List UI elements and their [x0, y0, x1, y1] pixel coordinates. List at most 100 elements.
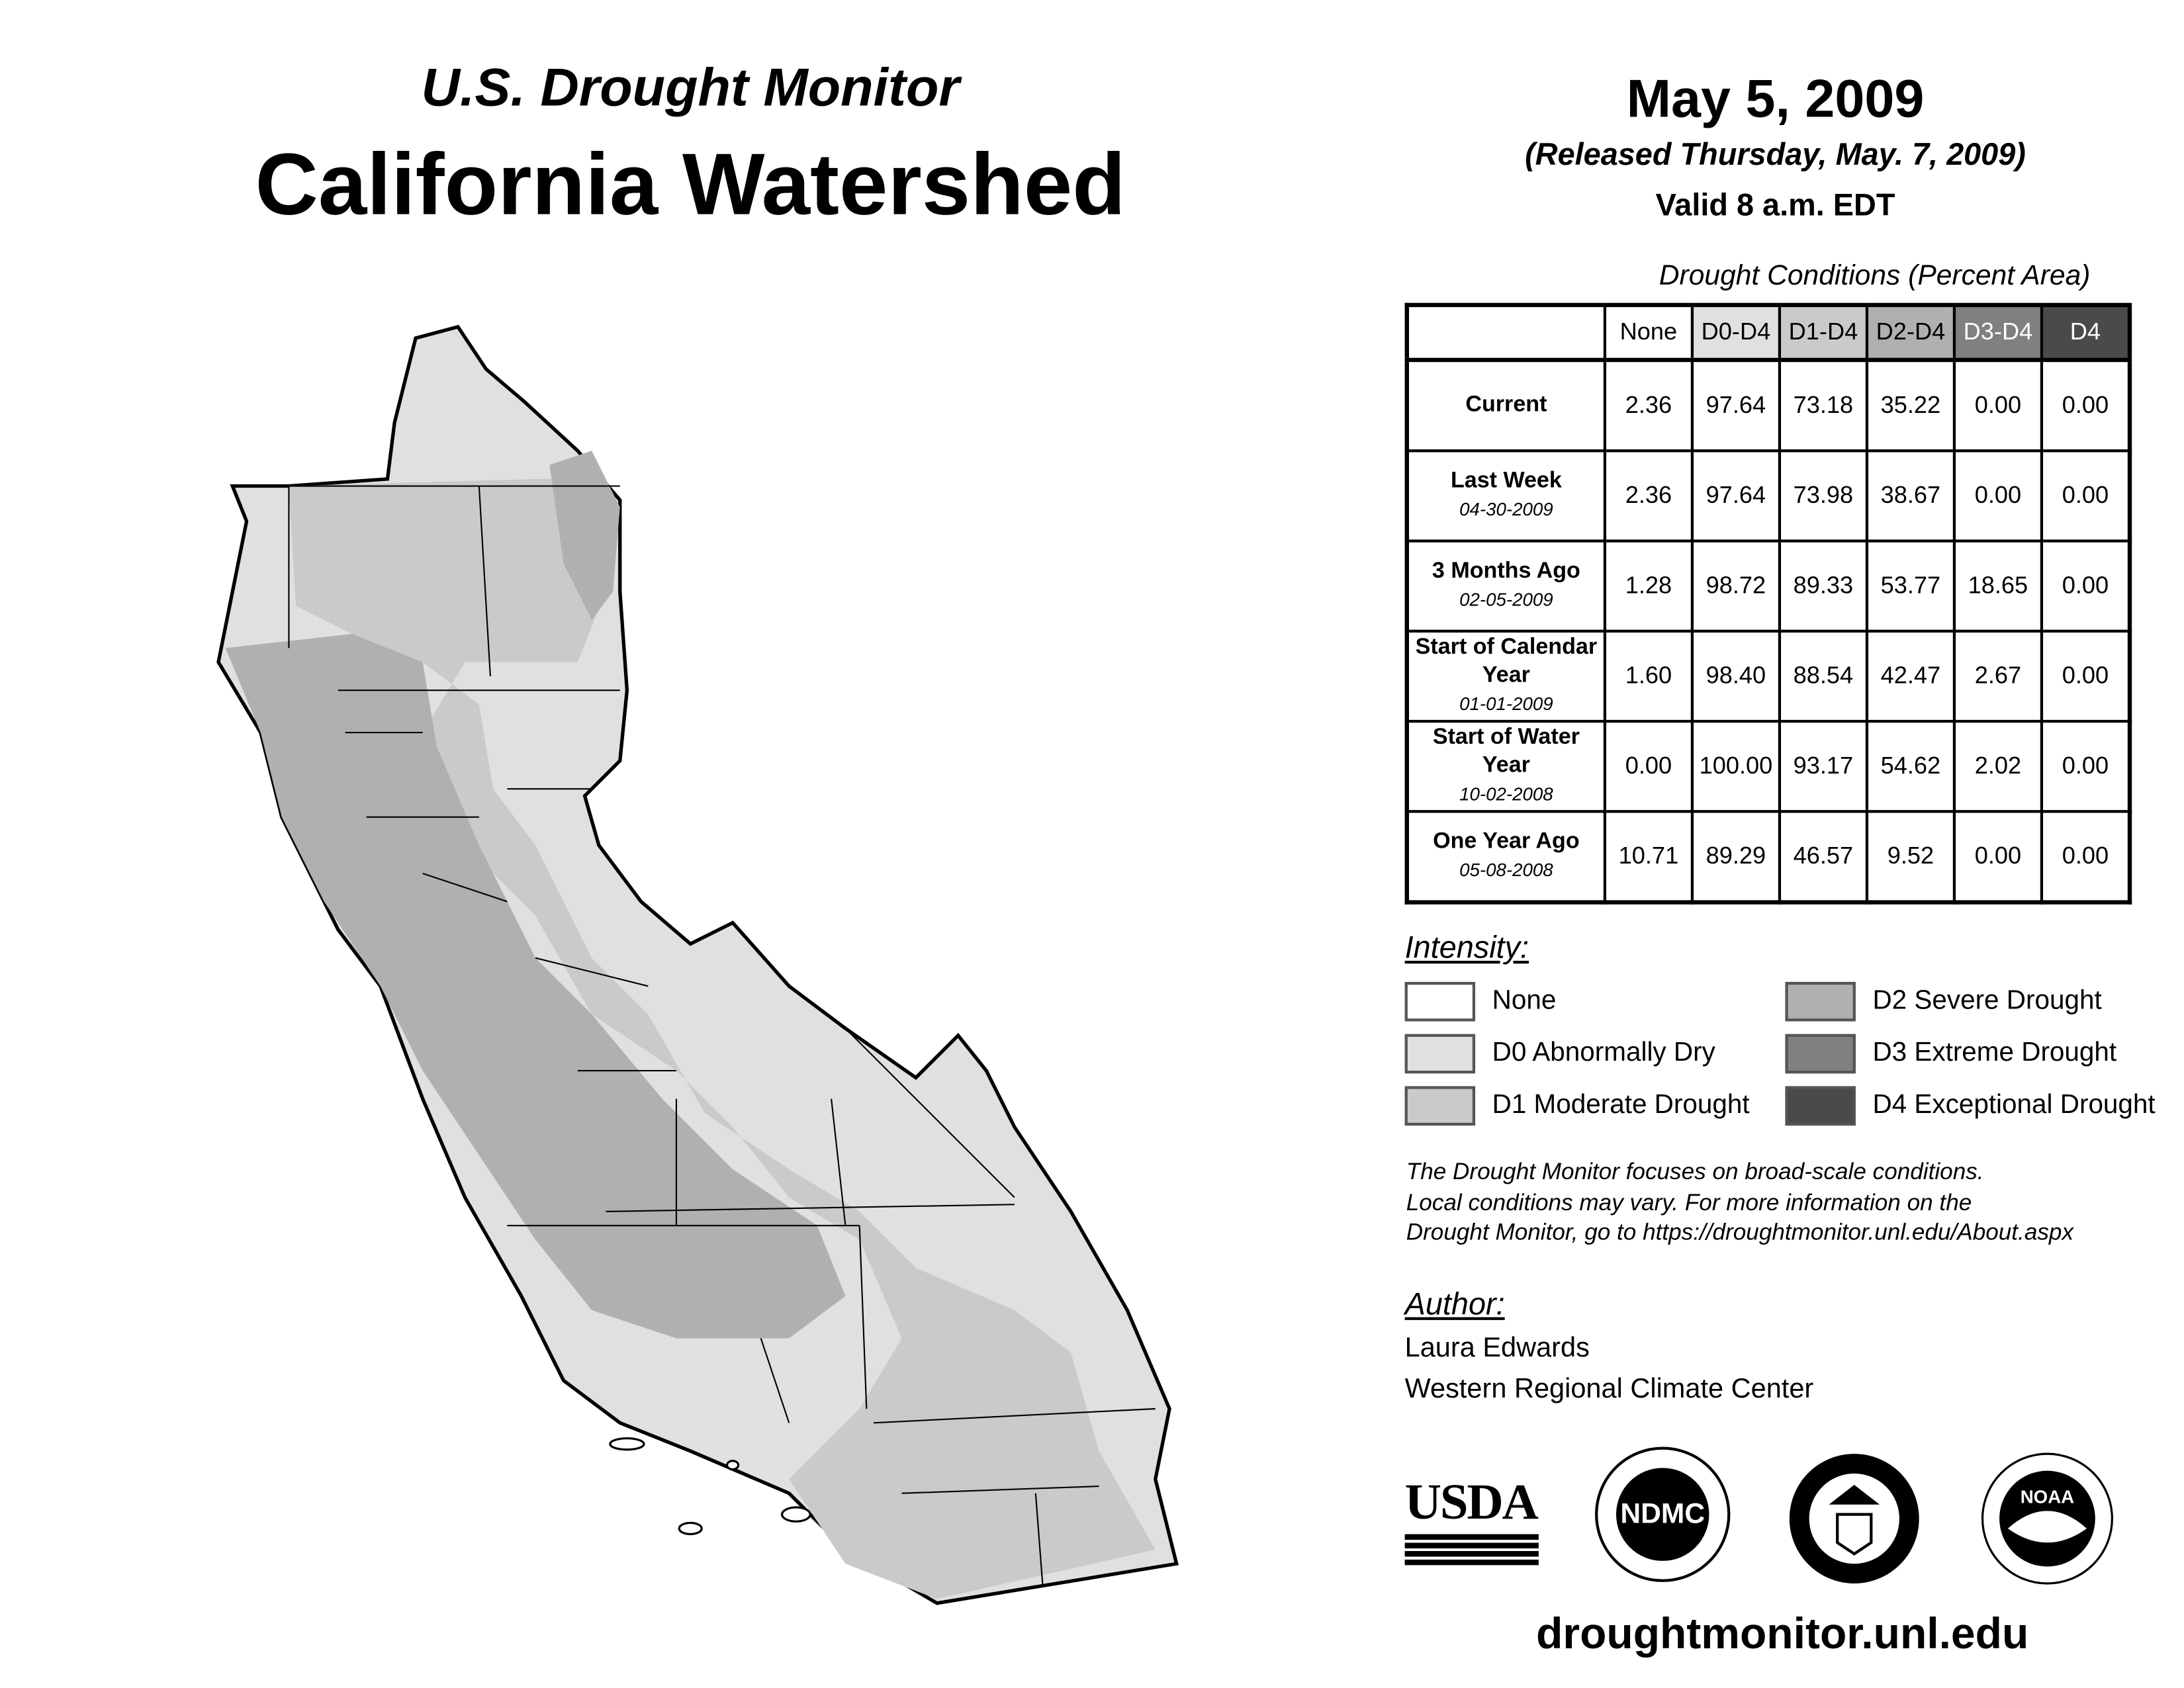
col-d3-d4: D3-D4	[1952, 302, 2044, 363]
noaa-logo-text: NOAA	[2021, 1487, 2074, 1507]
legend-swatch	[1785, 1086, 1856, 1126]
value-cell: 9.52	[1865, 810, 1956, 904]
col-d0-d4: D0-D4	[1690, 302, 1782, 363]
value-cell: 0.00	[2040, 719, 2132, 813]
ndmc-logo: NDMC	[1595, 1446, 1731, 1582]
note-line: Local conditions may vary. For more info…	[1406, 1189, 1972, 1216]
value-cell: 42.47	[1865, 629, 1956, 723]
legend-title: Intensity:	[1404, 930, 1529, 965]
value-cell: 0.00	[2040, 539, 2132, 633]
noaa-logo: NOAA	[1981, 1452, 2113, 1585]
row-label: Last Week	[1450, 468, 1562, 494]
author-name: Laura Edwards	[1404, 1333, 1590, 1364]
value-cell: 1.28	[1603, 539, 1694, 633]
table-row: Current 2.36 97.64 73.18 35.22 0.00 0.00	[1405, 358, 2132, 453]
sub-basin-boundaries	[288, 485, 1156, 1585]
row-label: 3 Months Ago	[1432, 559, 1580, 584]
value-cell: 89.33	[1778, 539, 1869, 633]
legend-item: D1 Moderate Drought	[1404, 1086, 1750, 1126]
row-label-cell: Last Week 04-30-2009	[1405, 449, 1607, 543]
table-row: Start of Water Year 10-02-2008 0.00 100.00 9…	[1405, 719, 2132, 813]
legend-swatch	[1785, 1034, 1856, 1074]
value-cell: 93.17	[1778, 719, 1869, 813]
table-row: Start of Calendar Year 01-01-2009 1.60 98.4…	[1405, 629, 2132, 723]
watershed-d1-region	[289, 478, 1156, 1599]
usda-logo: USDA	[1404, 1472, 1539, 1566]
value-cell: 35.22	[1865, 358, 1956, 453]
legend-swatch	[1404, 1034, 1476, 1074]
author-label: Author:	[1404, 1286, 1505, 1322]
value-cell: 46.57	[1778, 810, 1869, 904]
table-header-row: None D0-D4 D1-D4 D2-D4 D3-D4 D4	[1406, 302, 2132, 363]
value-cell: 98.72	[1690, 539, 1782, 633]
value-cell: 0.00	[2040, 629, 2132, 723]
value-cell: 73.18	[1778, 358, 1869, 453]
row-label-cell: Start of Water Year 10-02-2008	[1405, 719, 1607, 813]
value-cell: 0.00	[2040, 449, 2132, 543]
value-cell: 88.54	[1778, 629, 1869, 723]
col-d2-d4: D2-D4	[1865, 302, 1956, 363]
usda-logo-text: USDA	[1404, 1473, 1539, 1531]
legend-item: None	[1404, 981, 1557, 1022]
legend-item: D2 Severe Drought	[1785, 981, 2102, 1022]
row-label: Start of Calendar Year	[1415, 635, 1598, 688]
value-cell: 0.00	[2040, 358, 2132, 453]
ndmc-logo-text: NDMC	[1620, 1497, 1705, 1529]
row-label-cell: One Year Ago 05-08-2008	[1405, 810, 1607, 904]
value-cell: 54.62	[1865, 719, 1956, 813]
row-label: Start of Water Year	[1432, 725, 1580, 778]
row-date: 04-30-2009	[1459, 498, 1553, 520]
row-date: 02-05-2009	[1459, 588, 1553, 610]
note-line: Drought Monitor, go to https://droughtmo…	[1406, 1220, 2074, 1246]
row-label-cell: Current	[1405, 358, 1607, 453]
author-org: Western Regional Climate Center	[1404, 1373, 1814, 1405]
value-cell: 18.65	[1952, 539, 2044, 633]
drought-conditions-table: None D0-D4 D1-D4 D2-D4 D3-D4 D4 Current 2…	[1404, 302, 2132, 905]
legend-label: None	[1492, 986, 1557, 1016]
legend-item: D0 Abnormally Dry	[1404, 1034, 1715, 1074]
value-cell: 97.64	[1690, 358, 1782, 453]
value-cell: 1.60	[1603, 629, 1694, 723]
value-cell: 89.29	[1690, 810, 1782, 904]
value-cell: 53.77	[1865, 539, 1956, 633]
california-watershed-map	[216, 324, 1179, 1605]
value-cell: 38.67	[1865, 449, 1956, 543]
table-row: One Year Ago 05-08-2008 10.71 89.29 46.57 9.5…	[1405, 810, 2132, 904]
table-row: Last Week 04-30-2009 2.36 97.64 73.98 38.67 0.…	[1405, 449, 2132, 543]
legend-swatch	[1785, 981, 1856, 1022]
value-cell: 0.00	[1952, 358, 2044, 453]
row-date: 01-01-2009	[1459, 693, 1553, 715]
table-caption: Drought Conditions (Percent Area)	[1659, 260, 2091, 292]
value-cell: 2.02	[1952, 719, 2044, 813]
value-cell: 0.00	[2040, 810, 2132, 904]
row-date: 10-02-2008	[1459, 783, 1553, 805]
value-cell: 98.40	[1690, 629, 1782, 723]
map-subtitle: U.S. Drought Monitor	[421, 59, 960, 118]
value-cell: 2.67	[1952, 629, 2044, 723]
value-cell: 0.00	[1952, 449, 2044, 543]
valid-time: Valid 8 a.m. EDT	[1655, 187, 1895, 223]
value-cell: 100.00	[1690, 719, 1782, 813]
row-label-cell: Start of Calendar Year 01-01-2009	[1405, 629, 1607, 723]
value-cell: 0.00	[1603, 719, 1694, 813]
legend-label: D0 Abnormally Dry	[1492, 1038, 1715, 1068]
watershed-d2-east	[549, 451, 620, 620]
channel-islands	[609, 1437, 811, 1536]
footer-url[interactable]: droughtmonitor.unl.edu	[1536, 1609, 2029, 1658]
table-row: 3 Months Ago 02-05-2009 1.28 98.72 89.33 53.7…	[1405, 539, 2132, 633]
legend-label: D3 Extreme Drought	[1872, 1038, 2117, 1068]
watershed-d2-region	[225, 634, 846, 1339]
value-cell: 97.64	[1690, 449, 1782, 543]
value-cell: 73.98	[1778, 449, 1869, 543]
legend-swatch	[1404, 1086, 1476, 1126]
row-date: 05-08-2008	[1459, 859, 1553, 881]
col-d4: D4	[2040, 302, 2132, 363]
value-cell: 2.36	[1603, 449, 1694, 543]
row-label: Current	[1465, 392, 1547, 418]
doc-seal-logo	[1789, 1454, 1919, 1583]
legend-label: D4 Exceptional Drought	[1872, 1090, 2156, 1120]
col-none: None	[1603, 302, 1694, 363]
note-line: The Drought Monitor focuses on broad-sca…	[1406, 1159, 1984, 1185]
col-d1-d4: D1-D4	[1778, 302, 1869, 363]
